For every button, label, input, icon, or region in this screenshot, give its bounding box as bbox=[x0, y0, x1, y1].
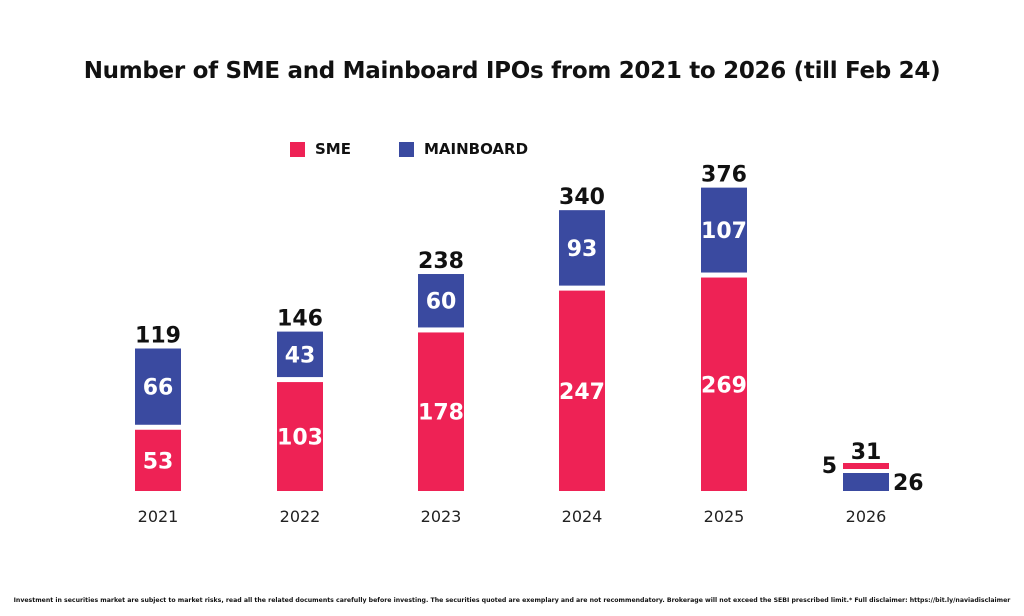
data-label-sme: 103 bbox=[277, 426, 323, 451]
data-label-sme: 53 bbox=[143, 449, 174, 474]
total-label: 146 bbox=[277, 307, 323, 332]
total-label: 238 bbox=[418, 249, 464, 274]
total-label: 119 bbox=[135, 324, 181, 349]
bar-sme bbox=[843, 463, 889, 469]
data-label-mainboard: 43 bbox=[285, 343, 316, 368]
bar-mainboard bbox=[277, 331, 323, 378]
bar-sme bbox=[418, 332, 464, 491]
bar-sme bbox=[135, 429, 181, 491]
bar-mainboard bbox=[559, 210, 605, 286]
bar-sme bbox=[701, 277, 747, 491]
x-tick-label: 2021 bbox=[138, 507, 179, 526]
data-label-mainboard: 66 bbox=[143, 376, 174, 401]
legend-label-sme: SME bbox=[315, 140, 351, 158]
legend-label-mainboard: MAINBOARD bbox=[423, 140, 529, 158]
x-tick-label: 2022 bbox=[280, 507, 321, 526]
total-label: 340 bbox=[559, 185, 605, 210]
data-label-mainboard: 26 bbox=[893, 471, 924, 496]
data-label-mainboard: 93 bbox=[567, 237, 598, 262]
data-label-mainboard: 60 bbox=[426, 290, 457, 315]
bar-chart: 2021 53 66 119 2022 103 43 146 2023 178 60 238 2024 2… bbox=[135, 163, 924, 526]
legend: SME MAINBOARD bbox=[290, 140, 576, 158]
bar-mainboard bbox=[701, 187, 747, 273]
total-label: 376 bbox=[701, 163, 747, 188]
bar-sme bbox=[559, 290, 605, 491]
total-label: 31 bbox=[851, 440, 882, 465]
x-tick-label: 2025 bbox=[704, 507, 745, 526]
disclaimer: Investment in securities market are subj… bbox=[13, 597, 1011, 604]
x-tick-label: 2024 bbox=[562, 507, 603, 526]
legend-swatch-sme bbox=[290, 141, 305, 157]
legend-item-mainboard: MAINBOARD bbox=[398, 140, 529, 158]
x-tick-label: 2023 bbox=[421, 507, 462, 526]
data-label-sme: 178 bbox=[418, 401, 464, 426]
data-label-mainboard: 107 bbox=[701, 219, 747, 244]
data-label-sme: 5 bbox=[822, 454, 837, 479]
bar-sme bbox=[277, 382, 323, 491]
x-tick-label: 2026 bbox=[846, 507, 887, 526]
chart-title: Number of SME and Mainboard IPOs from 20… bbox=[83, 58, 941, 84]
bar-mainboard bbox=[843, 473, 889, 491]
data-label-sme: 247 bbox=[559, 380, 605, 405]
bar-mainboard bbox=[135, 348, 181, 425]
bar-mainboard bbox=[418, 274, 464, 328]
data-label-sme: 269 bbox=[701, 373, 747, 398]
legend-item-sme: SME bbox=[290, 140, 351, 158]
legend-swatch-mainboard bbox=[398, 141, 414, 157]
